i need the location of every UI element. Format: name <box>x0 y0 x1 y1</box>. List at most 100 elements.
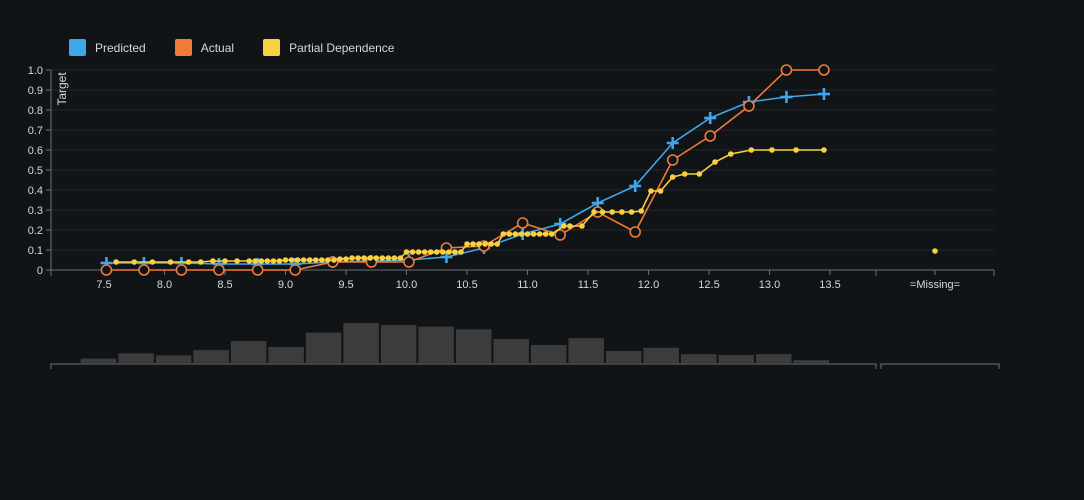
actual-point <box>213 264 225 276</box>
legend-label-actual: Actual <box>200 40 235 55</box>
histogram-axis-main <box>50 363 877 369</box>
x-tick-label: 9.0 <box>278 279 293 291</box>
actual-point <box>818 64 830 76</box>
partial-dependence-point <box>488 241 495 247</box>
partial-dependence-point <box>367 255 374 261</box>
partial-dependence-point <box>542 231 549 237</box>
x-tick-label: 7.5 <box>96 279 111 291</box>
partial-dependence-point <box>198 259 204 265</box>
partial-dependence-point <box>530 231 537 237</box>
partial-dependence-point <box>657 188 664 194</box>
partial-dependence-point <box>696 171 703 177</box>
predicted-point <box>666 137 679 149</box>
partial-dependence-point <box>185 259 192 265</box>
partial-dependence-point <box>669 174 676 180</box>
partial-dependence-point <box>270 258 277 264</box>
partial-dependence-point <box>379 255 386 261</box>
x-tick-label: 10.5 <box>456 279 477 291</box>
partial-dependence-point <box>403 249 410 255</box>
partial-dependence-point <box>349 255 355 261</box>
y-tick-label: 0.4 <box>28 185 43 197</box>
histogram-bar <box>680 354 717 363</box>
partial-dependence-point <box>222 258 228 264</box>
partial-dependence-point <box>609 209 615 215</box>
x-tick-label: 10.0 <box>396 279 417 291</box>
histogram-bar <box>230 341 267 363</box>
partial-dependence-point <box>793 147 799 153</box>
legend-item-partial-dependence[interactable]: Partial Dependence <box>263 39 394 56</box>
legend-label-predicted: Predicted <box>95 40 146 55</box>
partial-dependence-point <box>433 249 440 255</box>
actual-point <box>743 100 755 112</box>
actual-point <box>780 64 793 76</box>
actual-point <box>516 217 529 229</box>
partial-dependence-point <box>476 241 482 247</box>
partial-dependence-point <box>409 249 416 255</box>
partial-dependence-point <box>494 241 501 247</box>
partial-dependence-point <box>727 151 734 157</box>
actual-point <box>251 264 264 276</box>
partial-dependence-point <box>536 231 543 237</box>
partial-dependence-point <box>628 209 635 215</box>
partial-dependence-point <box>282 257 289 263</box>
partial-dependence-point <box>712 159 718 165</box>
partial-dependence-point <box>682 171 688 177</box>
partial-dependence-point <box>288 257 295 263</box>
x-tick-label: 12.5 <box>698 279 719 291</box>
histogram-bar <box>455 329 492 363</box>
partial-dependence-point <box>391 255 398 261</box>
x-tick-label: 11.0 <box>517 279 538 291</box>
y-tick-label: 0.6 <box>28 145 43 157</box>
actual-point <box>629 226 641 238</box>
legend-swatch-actual <box>174 39 192 56</box>
partial-dependence-point <box>452 249 458 255</box>
series-line-partial-dependence <box>116 149 824 263</box>
histogram-bar <box>380 325 417 363</box>
partial-dependence-point <box>397 255 404 261</box>
partial-dependence-point <box>343 256 349 262</box>
histogram-bar <box>493 339 529 363</box>
histogram-bar <box>643 347 679 363</box>
actual-point <box>289 264 301 276</box>
partial-dependence-point <box>619 209 625 215</box>
partial-dependence-point <box>306 257 313 263</box>
histogram-bar <box>305 332 342 363</box>
partial-dependence-point <box>769 147 775 153</box>
partial-dependence-point <box>500 231 507 237</box>
histogram-bar <box>605 351 642 363</box>
partial-dependence-point <box>373 255 380 261</box>
x-tick-label: 8.5 <box>217 279 232 291</box>
partial-dependence-point <box>167 259 174 265</box>
legend-swatch-partial-dependence <box>263 39 281 56</box>
missing-tick-label: =Missing= <box>910 279 960 291</box>
histogram-bar <box>418 326 454 363</box>
x-tick-label: 11.5 <box>578 279 599 291</box>
y-tick-label: 0.1 <box>28 245 43 257</box>
histogram-bar <box>718 355 754 363</box>
y-tick-label: 0.5 <box>28 165 43 177</box>
partial-dependence-point <box>427 249 434 255</box>
partial-dependence-point <box>331 257 337 263</box>
partial-dependence-point <box>482 241 488 247</box>
partial-dependence-point <box>638 208 645 214</box>
partial-dependence-point <box>561 223 567 229</box>
partial-dependence-point <box>464 241 470 247</box>
partial-dependence-point <box>415 249 422 255</box>
legend: Predicted Actual Partial Dependence <box>69 39 423 56</box>
histogram-bar <box>793 360 829 363</box>
histogram-bar <box>80 358 117 363</box>
partial-dependence-point <box>421 249 428 255</box>
predicted-point <box>704 112 717 124</box>
predicted-point <box>817 88 830 100</box>
legend-item-actual[interactable]: Actual <box>174 39 235 56</box>
histogram-bar <box>155 355 192 363</box>
partial-dependence-point <box>512 231 519 237</box>
histogram-bar <box>193 350 229 363</box>
legend-item-predicted[interactable]: Predicted <box>69 39 146 56</box>
actual-point <box>138 264 150 276</box>
histogram-bar <box>118 353 154 363</box>
actual-point <box>666 154 679 166</box>
partial-dependence-point <box>355 255 361 261</box>
partial-dependence-point <box>440 249 446 255</box>
partial-dependence-point <box>591 209 597 215</box>
